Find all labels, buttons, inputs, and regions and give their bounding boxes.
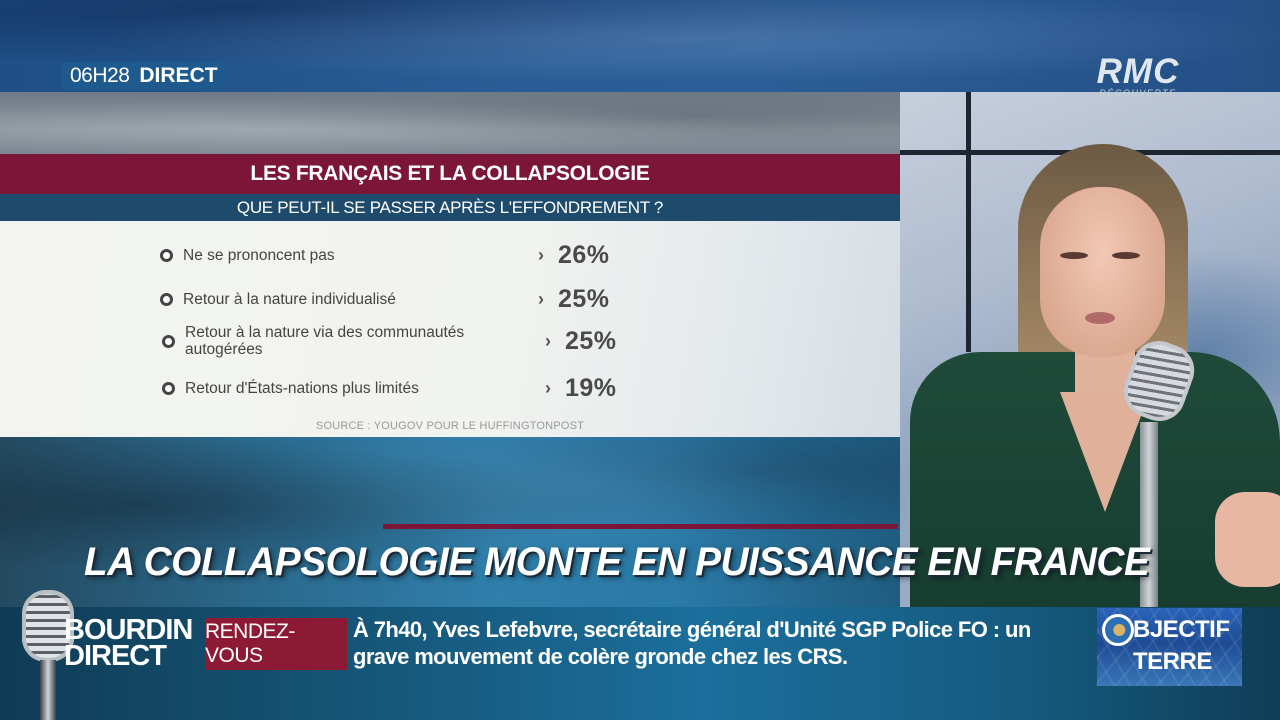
poll-item-value: 25% xyxy=(565,326,617,355)
poll-item-value: 25% xyxy=(558,285,610,313)
studio-window-frame xyxy=(966,92,971,352)
show-microphone-icon xyxy=(18,590,76,720)
live-label: DIRECT xyxy=(139,63,218,87)
circle-bullet-icon xyxy=(162,334,175,348)
cloud-background xyxy=(0,92,900,154)
poll-item-label: Retour à la nature via des communautés a… xyxy=(185,324,465,358)
poll-item-label: Retour d'États-nations plus limités xyxy=(185,380,419,397)
chevron-right-icon: › xyxy=(538,289,544,309)
poll-item-label: Retour à la nature individualisé xyxy=(183,291,396,308)
poll-item: Retour à la nature individualisé › 25% xyxy=(160,285,640,314)
show-name-line1: BOURDIN xyxy=(64,614,193,646)
poll-item-value: 19% xyxy=(565,374,617,402)
poll-item: Retour à la nature via des communautés a… xyxy=(162,324,642,358)
poll-item-value: 26% xyxy=(558,241,610,269)
poll-source: SOURCE : YOUGOV POUR LE HUFFINGTONPOST xyxy=(315,420,585,432)
circle-bullet-icon xyxy=(160,293,173,306)
presenter xyxy=(900,92,1280,607)
microphone-stand xyxy=(1140,422,1158,607)
promo-line1: BJECTIF xyxy=(1133,616,1230,643)
globe-icon xyxy=(1102,614,1134,646)
poll-item: Retour d'États-nations plus limités › 19… xyxy=(162,374,642,403)
chevron-right-icon: › xyxy=(538,245,544,265)
chevron-right-icon: › xyxy=(545,330,551,351)
objectif-terre-promo: BJECTIF TERRE xyxy=(1097,608,1242,686)
channel-logo: RMC DÉCOUVERTE xyxy=(1088,52,1188,98)
poll-title: LES FRANÇAIS ET LA COLLAPSOLOGIE xyxy=(0,154,900,194)
studio-video-feed xyxy=(900,92,1280,607)
poll-item-label: Ne se prononcent pas xyxy=(183,247,335,264)
circle-bullet-icon xyxy=(162,382,175,395)
headline-divider xyxy=(383,524,898,529)
headline: LA COLLAPSOLOGIE MONTE EN PUISSANCE EN F… xyxy=(84,540,1150,584)
show-logo: BOURDIN DIRECT xyxy=(64,614,193,672)
live-clock-badge: 06H28 DIRECT xyxy=(62,62,226,89)
circle-bullet-icon xyxy=(160,249,173,262)
promo-line2: TERRE xyxy=(1133,648,1212,675)
clock-time: 06H28 xyxy=(70,63,130,87)
poll-question: QUE PEUT-IL SE PASSER APRÈS L'EFFONDREME… xyxy=(0,194,900,221)
show-name-line2: DIRECT xyxy=(64,640,167,672)
poll-item: Ne se prononcent pas › 26% xyxy=(160,241,640,270)
world-map-background xyxy=(0,437,900,607)
news-ticker: À 7h40, Yves Lefebvre, secrétaire généra… xyxy=(353,617,1031,669)
channel-subname: DÉCOUVERTE xyxy=(1099,88,1177,98)
poll-results-panel xyxy=(0,221,900,437)
rendez-vous-tag: RENDEZ-VOUS xyxy=(205,618,347,670)
channel-name: RMC xyxy=(1096,52,1180,91)
chevron-right-icon: › xyxy=(545,378,551,398)
